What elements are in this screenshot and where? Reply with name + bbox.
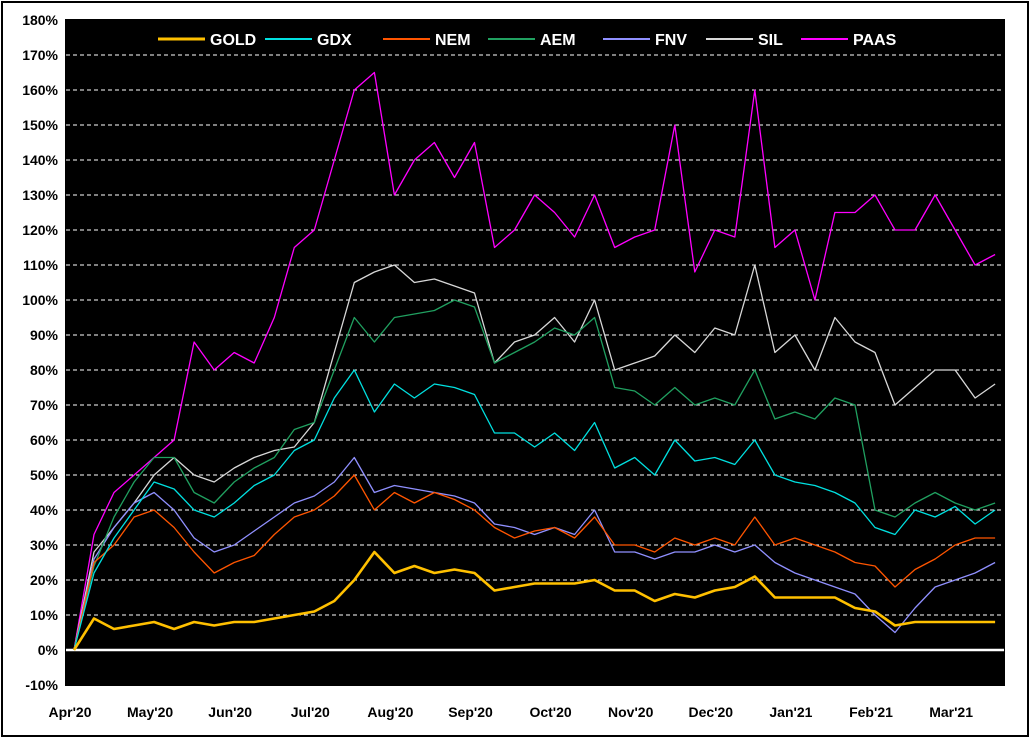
y-tick-label: 150% xyxy=(22,117,58,133)
series-line-aem xyxy=(73,299,996,651)
y-tick-label: 130% xyxy=(22,187,58,203)
x-axis-tick-labels: Apr'20 May'20 Jun'20 Jul'20 Aug'20 Sep'20 Oct'… xyxy=(48,704,973,720)
y-tick-label: 160% xyxy=(22,82,58,98)
x-tick-label: Jun'20 xyxy=(208,704,252,720)
y-tick-label: 20% xyxy=(30,572,59,588)
series-line-fnv xyxy=(73,456,996,651)
x-tick-label: Nov'20 xyxy=(608,704,654,720)
x-tick-label: Sep'20 xyxy=(448,704,493,720)
series-line-gdx xyxy=(73,369,996,651)
legend-label-sil: SIL xyxy=(758,32,783,49)
y-tick-label: 40% xyxy=(30,502,59,518)
series-line-gold xyxy=(72,550,996,651)
x-tick-label: Mar'21 xyxy=(929,704,973,720)
y-tick-label: 90% xyxy=(30,327,59,343)
x-tick-label: Dec'20 xyxy=(689,704,734,720)
series-line-nem xyxy=(73,474,996,651)
series-lines xyxy=(72,71,996,651)
y-tick-label: 80% xyxy=(30,362,59,378)
y-axis-tick-labels: -10% 0% 10% 20% 30% 40% 50% 60% 70% 80% 90% 100% 110… xyxy=(22,12,58,693)
y-tick-label: 70% xyxy=(30,397,59,413)
y-tick-label: 110% xyxy=(23,257,59,273)
y-tick-label: 10% xyxy=(30,607,59,623)
legend-label-aem: AEM xyxy=(540,32,576,49)
y-tick-label: 60% xyxy=(30,432,59,448)
y-tick-label: -10% xyxy=(25,677,58,693)
y-tick-label: 120% xyxy=(22,222,58,238)
x-tick-label: Oct'20 xyxy=(529,704,571,720)
legend-label-nem: NEM xyxy=(435,32,471,49)
legend-label-paas: PAAS xyxy=(853,32,897,49)
y-tick-label: 50% xyxy=(30,467,59,483)
x-tick-label: Apr'20 xyxy=(48,704,91,720)
legend-label-gold: GOLD xyxy=(210,32,256,49)
x-tick-label: Aug'20 xyxy=(367,704,413,720)
y-tick-label: 140% xyxy=(22,152,58,168)
series-line-sil xyxy=(73,264,996,651)
y-tick-label: 100% xyxy=(22,292,58,308)
y-tick-label: 170% xyxy=(22,47,58,63)
legend-label-fnv: FNV xyxy=(655,32,687,49)
y-tick-label: 0% xyxy=(38,642,59,658)
series-line-paas xyxy=(73,71,996,651)
plot-area xyxy=(65,19,1005,686)
legend: GOLD GDX NEM AEM FNV SIL PAAS xyxy=(158,32,897,49)
x-tick-label: May'20 xyxy=(127,704,173,720)
legend-label-gdx: GDX xyxy=(317,32,352,49)
x-tick-label: Feb'21 xyxy=(849,704,893,720)
y-tick-label: 30% xyxy=(30,537,59,553)
x-tick-label: Jul'20 xyxy=(291,704,330,720)
y-tick-label: 180% xyxy=(22,12,58,28)
x-tick-label: Jan'21 xyxy=(769,704,812,720)
